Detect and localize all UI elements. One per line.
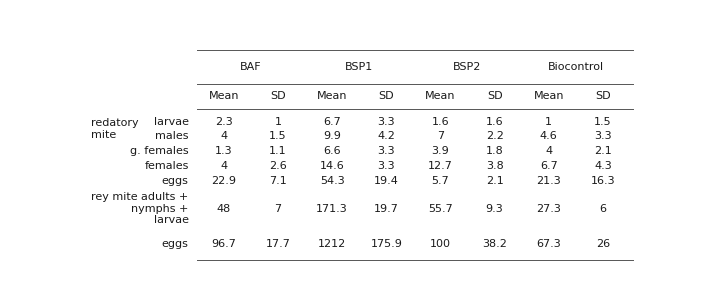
Text: 1.6: 1.6 xyxy=(486,117,503,127)
Text: 4.3: 4.3 xyxy=(594,161,612,171)
Text: BAF: BAF xyxy=(240,62,262,72)
Text: 27.3: 27.3 xyxy=(536,203,561,213)
Text: 1: 1 xyxy=(546,117,553,127)
Text: 9.9: 9.9 xyxy=(323,131,341,142)
Text: 5.7: 5.7 xyxy=(432,176,449,185)
Text: 54.3: 54.3 xyxy=(320,176,344,185)
Text: 22.9: 22.9 xyxy=(212,176,236,185)
Text: eggs: eggs xyxy=(162,176,188,185)
Text: 67.3: 67.3 xyxy=(536,239,561,249)
Text: 19.4: 19.4 xyxy=(374,176,399,185)
Text: 7: 7 xyxy=(437,131,444,142)
Text: 17.7: 17.7 xyxy=(266,239,290,249)
Text: 2.2: 2.2 xyxy=(486,131,503,142)
Text: Mean: Mean xyxy=(534,92,564,102)
Text: 55.7: 55.7 xyxy=(428,203,453,213)
Text: SD: SD xyxy=(486,92,503,102)
Text: 1.3: 1.3 xyxy=(215,146,233,156)
Text: 38.2: 38.2 xyxy=(482,239,507,249)
Text: g. females: g. females xyxy=(130,146,188,156)
Text: 2.3: 2.3 xyxy=(215,117,233,127)
Text: 2.1: 2.1 xyxy=(486,176,503,185)
Text: 6: 6 xyxy=(600,203,607,213)
Text: 7.1: 7.1 xyxy=(269,176,287,185)
Text: 3.3: 3.3 xyxy=(378,146,395,156)
Text: 6.7: 6.7 xyxy=(540,161,557,171)
Text: 4: 4 xyxy=(546,146,553,156)
Text: females: females xyxy=(144,161,188,171)
Text: 4: 4 xyxy=(220,161,228,171)
Text: 26: 26 xyxy=(596,239,610,249)
Text: SD: SD xyxy=(595,92,611,102)
Text: 3.3: 3.3 xyxy=(594,131,612,142)
Text: Mean: Mean xyxy=(209,92,239,102)
Text: 9.3: 9.3 xyxy=(486,203,503,213)
Text: 4.6: 4.6 xyxy=(540,131,557,142)
Text: 14.6: 14.6 xyxy=(320,161,344,171)
Text: 96.7: 96.7 xyxy=(212,239,236,249)
Text: 16.3: 16.3 xyxy=(591,176,615,185)
Text: Biocontrol: Biocontrol xyxy=(548,62,604,72)
Text: BSP2: BSP2 xyxy=(453,62,482,72)
Text: 1.5: 1.5 xyxy=(594,117,612,127)
Text: 2.1: 2.1 xyxy=(594,146,612,156)
Text: adults +
nymphs +
larvae: adults + nymphs + larvae xyxy=(131,192,188,225)
Text: rey mite: rey mite xyxy=(91,192,137,202)
Text: 12.7: 12.7 xyxy=(428,161,453,171)
Text: 175.9: 175.9 xyxy=(370,239,402,249)
Text: 1.6: 1.6 xyxy=(432,117,449,127)
Text: 3.3: 3.3 xyxy=(378,117,395,127)
Text: 48: 48 xyxy=(217,203,231,213)
Text: 3.3: 3.3 xyxy=(378,161,395,171)
Text: males: males xyxy=(155,131,188,142)
Text: 7: 7 xyxy=(274,203,282,213)
Text: 1212: 1212 xyxy=(318,239,347,249)
Text: 100: 100 xyxy=(430,239,451,249)
Text: SD: SD xyxy=(270,92,286,102)
Text: Mean: Mean xyxy=(317,92,347,102)
Text: 1.1: 1.1 xyxy=(269,146,287,156)
Text: Mean: Mean xyxy=(425,92,456,102)
Text: 1: 1 xyxy=(275,117,282,127)
Text: 19.7: 19.7 xyxy=(374,203,399,213)
Text: 21.3: 21.3 xyxy=(536,176,561,185)
Text: eggs: eggs xyxy=(162,239,188,249)
Text: SD: SD xyxy=(378,92,394,102)
Text: 171.3: 171.3 xyxy=(316,203,348,213)
Text: 3.8: 3.8 xyxy=(486,161,503,171)
Text: 2.6: 2.6 xyxy=(269,161,287,171)
Text: 1.5: 1.5 xyxy=(269,131,287,142)
Text: 3.9: 3.9 xyxy=(432,146,449,156)
Text: 6.6: 6.6 xyxy=(323,146,341,156)
Text: redatory
mite: redatory mite xyxy=(91,118,138,140)
Text: 4.2: 4.2 xyxy=(378,131,395,142)
Text: BSP1: BSP1 xyxy=(345,62,373,72)
Text: 4: 4 xyxy=(220,131,228,142)
Text: larvae: larvae xyxy=(154,117,188,127)
Text: 6.7: 6.7 xyxy=(323,117,341,127)
Text: 1.8: 1.8 xyxy=(486,146,503,156)
